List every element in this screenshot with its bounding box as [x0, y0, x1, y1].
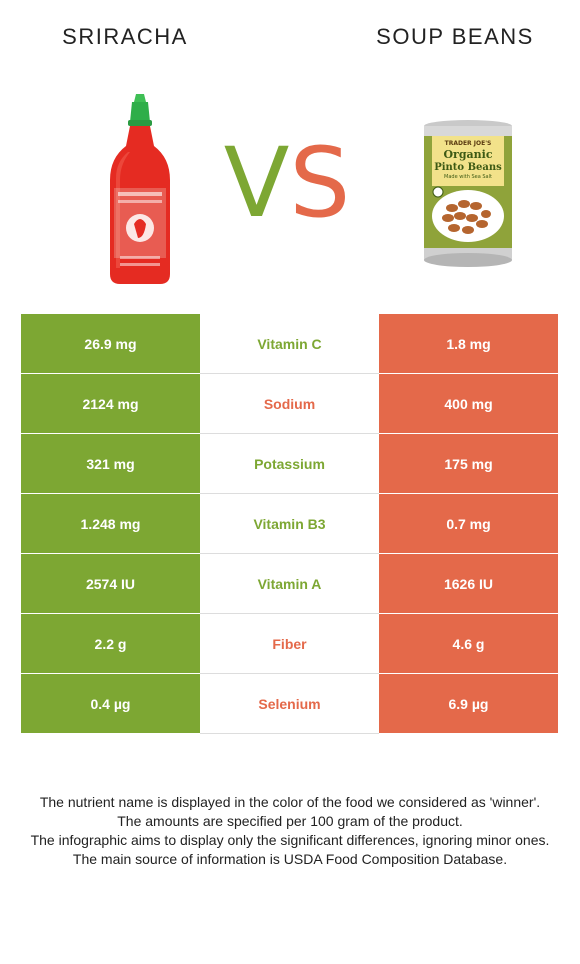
left-food-value: 2574 IU — [21, 554, 200, 614]
can-line1: Organic — [443, 148, 492, 161]
left-food-value: 26.9 mg — [21, 314, 200, 374]
footnote-line: The nutrient name is displayed in the co… — [39, 794, 541, 810]
right-food-title: SOUP BEANS — [376, 24, 534, 49]
vs-v-letter: V — [223, 127, 290, 239]
nutrient-name: Selenium — [200, 674, 379, 734]
footnote-line: The infographic aims to display only the… — [30, 832, 550, 848]
footnotes: The nutrient name is displayed in the co… — [20, 793, 560, 869]
sriracha-bottle-image — [110, 94, 170, 284]
can-line3: Made with Sea Salt — [444, 174, 492, 180]
left-food-value: 2124 mg — [21, 374, 200, 434]
right-food-value: 4.6 g — [379, 614, 558, 674]
table-row: 0.4 µg Selenium 6.9 µg — [21, 674, 558, 734]
soup-beans-can-image: TRADER JOE'S Organic Pinto Beans Made wi… — [424, 120, 512, 267]
right-food-value: 1.8 mg — [379, 314, 558, 374]
vs-label: VS — [222, 128, 352, 238]
right-food-value: 0.7 mg — [379, 494, 558, 554]
right-food-value: 6.9 µg — [379, 674, 558, 734]
footnote-line: The main source of information is USDA F… — [72, 851, 508, 867]
table-row: 26.9 mg Vitamin C 1.8 mg — [21, 314, 558, 374]
nutrient-name: Vitamin A — [200, 554, 379, 614]
table-row: 1.248 mg Vitamin B3 0.7 mg — [21, 494, 558, 554]
right-food-value: 1626 IU — [379, 554, 558, 614]
left-food-value: 321 mg — [21, 434, 200, 494]
table-row: 2574 IU Vitamin A 1626 IU — [21, 554, 558, 614]
vs-s-letter: S — [289, 127, 351, 239]
table-row: 2124 mg Sodium 400 mg — [21, 374, 558, 434]
left-food-value: 2.2 g — [21, 614, 200, 674]
left-food-value: 0.4 µg — [21, 674, 200, 734]
right-food-value: 175 mg — [379, 434, 558, 494]
table-row: 321 mg Potassium 175 mg — [21, 434, 558, 494]
left-food-title: SRIRACHA — [62, 24, 188, 49]
nutrient-comparison-table: 26.9 mg Vitamin C 1.8 mg 2124 mg Sodium 400 m… — [21, 314, 558, 734]
nutrient-name: Sodium — [200, 374, 379, 434]
nutrient-name: Potassium — [200, 434, 379, 494]
table-row: 2.2 g Fiber 4.6 g — [21, 614, 558, 674]
can-brand: TRADER JOE'S — [445, 140, 492, 147]
right-food-value: 400 mg — [379, 374, 558, 434]
nutrient-name: Vitamin C — [200, 314, 379, 374]
can-line2: Pinto Beans — [434, 162, 502, 173]
nutrient-name: Vitamin B3 — [200, 494, 379, 554]
footnote-line: The amounts are specified per 100 gram o… — [117, 813, 463, 829]
nutrient-name: Fiber — [200, 614, 379, 674]
left-food-value: 1.248 mg — [21, 494, 200, 554]
